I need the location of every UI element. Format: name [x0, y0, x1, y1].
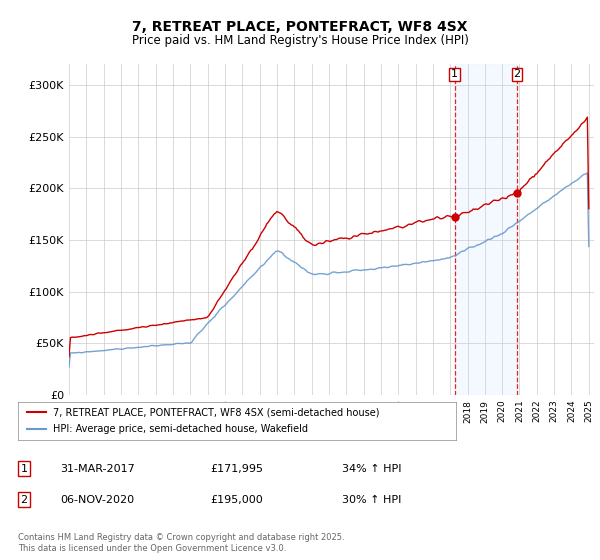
Text: £171,995: £171,995: [210, 464, 263, 474]
Text: 2: 2: [514, 69, 520, 80]
Text: 1: 1: [20, 464, 28, 474]
Text: 1: 1: [451, 69, 458, 80]
Text: HPI: Average price, semi-detached house, Wakefield: HPI: Average price, semi-detached house,…: [53, 424, 308, 434]
Text: £195,000: £195,000: [210, 494, 263, 505]
Text: 30% ↑ HPI: 30% ↑ HPI: [342, 494, 401, 505]
Bar: [455, 64, 517, 395]
Text: Price paid vs. HM Land Registry's House Price Index (HPI): Price paid vs. HM Land Registry's House …: [131, 34, 469, 46]
Text: 06-NOV-2020: 06-NOV-2020: [60, 494, 134, 505]
Text: 7, RETREAT PLACE, PONTEFRACT, WF8 4SX (semi-detached house): 7, RETREAT PLACE, PONTEFRACT, WF8 4SX (s…: [53, 407, 380, 417]
Text: Contains HM Land Registry data © Crown copyright and database right 2025.
This d: Contains HM Land Registry data © Crown c…: [18, 533, 344, 553]
Text: 31-MAR-2017: 31-MAR-2017: [60, 464, 135, 474]
Text: 7, RETREAT PLACE, PONTEFRACT, WF8 4SX: 7, RETREAT PLACE, PONTEFRACT, WF8 4SX: [132, 20, 468, 34]
Text: 34% ↑ HPI: 34% ↑ HPI: [342, 464, 401, 474]
Text: 2: 2: [20, 494, 28, 505]
